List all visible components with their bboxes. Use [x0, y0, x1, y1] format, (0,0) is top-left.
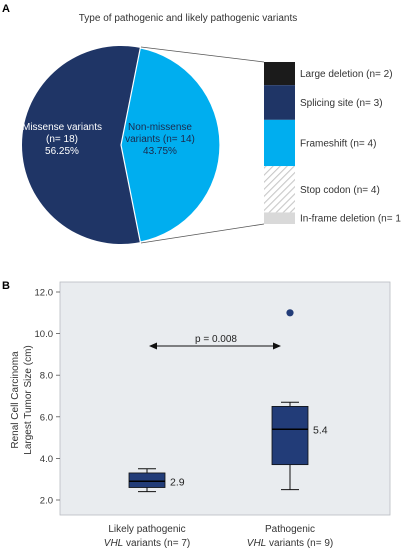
breakdown-bar: Large deletion (n= 2) Splicing site (n= 3…: [264, 62, 401, 225]
breakdown-segment-5: [264, 212, 295, 224]
breakdown-label-1: Large deletion (n= 2): [300, 69, 393, 80]
slice-label-non-missense: Non-missense: [128, 122, 192, 133]
breakdown-segment-3: [264, 119, 295, 167]
slice-count-non-missense: variants (n= 14): [125, 134, 195, 145]
plot-area: [59, 281, 391, 516]
box-1: 2.9: [128, 468, 185, 493]
y-axis-label-line1: Renal Cell Carcinoma: [10, 351, 21, 449]
pie-slice-non-missense: [120, 47, 221, 243]
p-value-annotation: p = 0.008: [149, 334, 281, 350]
y-axis-label-line2: Largest Tumor Size (cm): [23, 345, 34, 454]
x-label-1-rest: variants (n= 7): [123, 538, 190, 549]
panel-a: A Type of pathogenic and likely pathogen…: [2, 3, 401, 245]
slice-percent-non-missense: 43.75%: [143, 146, 177, 157]
x-label-2-gene: VHL: [247, 538, 266, 549]
y-tick-label: 10.0: [35, 329, 54, 340]
panel-b-letter: B: [2, 280, 10, 292]
breakdown-label-5: In-frame deletion (n= 1): [300, 214, 401, 225]
connector-line-bottom: [140, 223, 265, 244]
slice-percent-missense: 56.25%: [45, 146, 79, 157]
slice-count-missense: (n= 18): [46, 134, 78, 145]
arrow-head-left: [149, 342, 157, 350]
median-label: 2.9: [170, 476, 185, 488]
box-plots: 2.9 5.4: [128, 309, 328, 493]
pie-title: Type of pathogenic and likely pathogenic…: [79, 13, 297, 24]
breakdown-label-3: Frameshift (n= 4): [300, 139, 376, 150]
box-iqr: [128, 472, 166, 488]
panel-a-letter: A: [2, 3, 10, 15]
breakdown-segment-4: [264, 166, 295, 213]
outlier-point: [286, 309, 294, 317]
x-label-1-gene: VHL: [104, 538, 123, 549]
y-tick-label: 8.0: [40, 371, 53, 382]
x-label-2-line1: Pathogenic: [265, 524, 315, 535]
p-value-text: p = 0.008: [195, 334, 237, 345]
x-label-2-rest: variants (n= 9): [266, 538, 333, 549]
x-label-2-line2: VHL variants (n= 9): [247, 538, 333, 549]
slice-label-missense: Missense variants: [22, 122, 102, 133]
box-2: 5.4: [271, 309, 328, 491]
y-tick-label: 12.0: [35, 288, 54, 299]
panel-b: B 2.0 4.0 6.0 8.0 10.0 12.0 Renal Cell Carcin…: [2, 280, 391, 549]
pie-slice-missense: [21, 46, 141, 245]
pie-chart: [21, 46, 221, 245]
y-axis: 2.0 4.0 6.0 8.0 10.0 12.0: [35, 288, 60, 507]
x-label-1-line2: VHL variants (n= 7): [104, 538, 190, 549]
box-iqr: [271, 405, 309, 466]
breakdown-label-2: Splicing site (n= 3): [300, 98, 383, 109]
y-tick-label: 2.0: [40, 496, 53, 507]
median-label: 5.4: [313, 424, 328, 436]
arrow-head-right: [273, 342, 281, 350]
y-tick-label: 4.0: [40, 454, 53, 465]
breakdown-segment-2: [264, 85, 295, 120]
connector-line-top: [140, 46, 265, 63]
breakdown-label-4: Stop codon (n= 4): [300, 185, 380, 196]
x-label-1-line1: Likely pathogenic: [108, 524, 185, 535]
breakdown-segment-1: [264, 62, 295, 86]
y-tick-label: 6.0: [40, 412, 53, 423]
